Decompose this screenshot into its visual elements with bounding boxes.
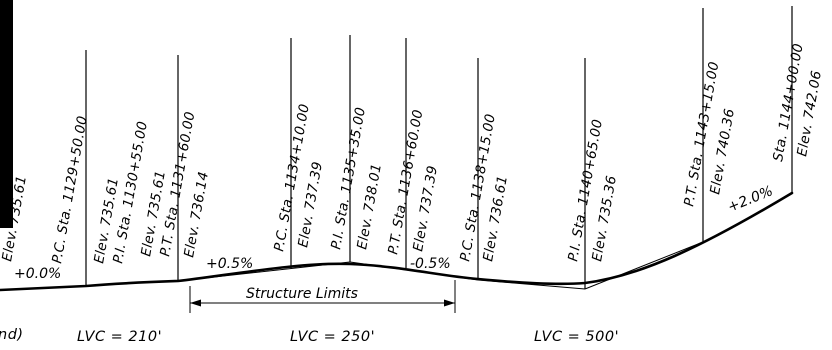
label-elev-5: Elev. 738.01 xyxy=(354,162,385,250)
structure-limits-label: Structure Limits xyxy=(246,286,358,302)
lvc-partial-label: nd) xyxy=(0,327,24,343)
grade-0-label: +0.0% xyxy=(14,266,61,282)
station-labels: Elev. 735.61 P.C. Sta. 1129+50.00 Elev. … xyxy=(0,42,825,265)
left-border-bar xyxy=(0,0,13,228)
structure-limits-dimension xyxy=(189,280,456,313)
arrowhead-left xyxy=(190,299,201,307)
grade-pos-2-label: +2.0% xyxy=(726,183,776,216)
lvc-500-label: LVC = 500' xyxy=(534,329,619,345)
grade-neg-05-label: -0.5% xyxy=(410,256,451,272)
lvc-250-label: LVC = 250' xyxy=(290,329,375,345)
tangent-pi-1140-up xyxy=(584,241,704,290)
station-ticks xyxy=(85,6,793,289)
lvc-210-label: LVC = 210' xyxy=(77,329,162,345)
arrowhead-right xyxy=(444,299,455,307)
profile-grade-line xyxy=(0,191,794,292)
grade-pos-05-label: +0.5% xyxy=(206,256,253,272)
label-pc-1129: P.C. Sta. 1129+50.00 xyxy=(49,115,91,265)
label-elev-6: Elev. 737.39 xyxy=(410,164,441,252)
lvc-labels: nd) LVC = 210' LVC = 250' LVC = 500' xyxy=(0,327,619,345)
